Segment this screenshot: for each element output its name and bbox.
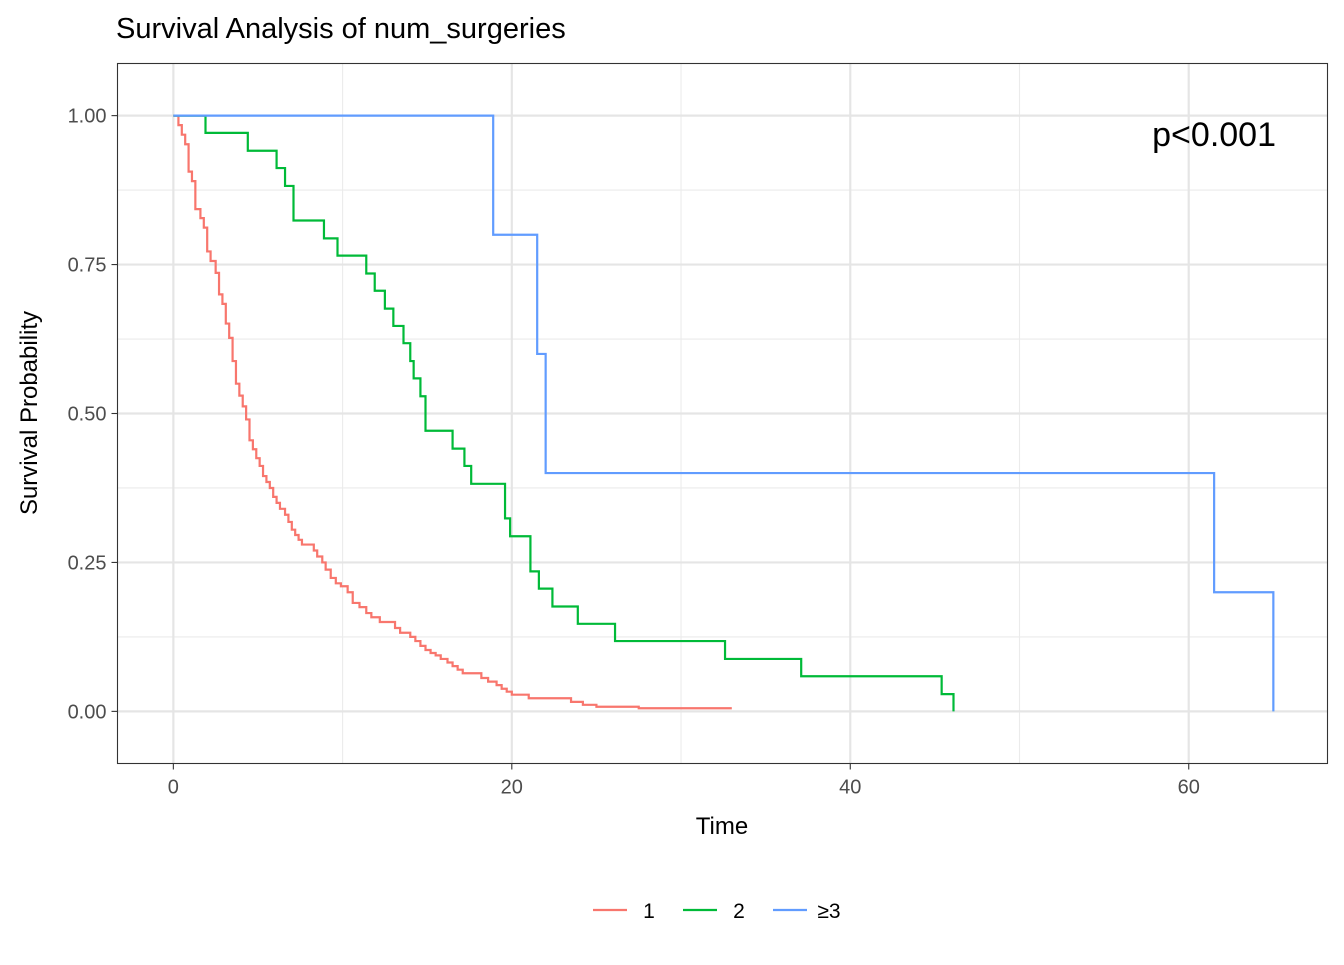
x-tick-label: 60 bbox=[1178, 777, 1200, 799]
series-line-1 bbox=[173, 114, 732, 710]
x-tick-label: 40 bbox=[839, 777, 861, 799]
y-tick-label: 0.00 bbox=[68, 701, 107, 723]
y-axis: 0.00 0.25 0.50 0.75 1.00 bbox=[68, 106, 118, 723]
p-value-annotation: p<0.001 bbox=[1152, 116, 1276, 154]
x-tick-label: 20 bbox=[501, 777, 523, 799]
series-layer bbox=[173, 114, 1275, 712]
y-tick-label: 1.00 bbox=[68, 106, 107, 128]
x-tick-label: 0 bbox=[168, 777, 179, 799]
y-tick-label: 0.25 bbox=[68, 552, 107, 574]
legend: 1 2 ≥3 bbox=[593, 900, 841, 923]
legend-label-2: 2 bbox=[733, 900, 745, 923]
series-line-2 bbox=[173, 114, 955, 712]
plot-panel: p<0.001 bbox=[116, 62, 1329, 765]
y-tick-label: 0.50 bbox=[68, 404, 107, 426]
series-line-≥3 bbox=[173, 114, 1275, 712]
y-tick-label: 0.75 bbox=[68, 255, 107, 277]
legend-label-1: 1 bbox=[643, 900, 655, 923]
x-axis-title: Time bbox=[696, 813, 748, 840]
y-axis-title: Survival Probability bbox=[16, 311, 43, 515]
x-axis: 0 20 40 60 bbox=[168, 763, 1200, 799]
legend-label-≥3: ≥3 bbox=[817, 900, 840, 923]
chart-title: Survival Analysis of num_surgeries bbox=[116, 13, 566, 45]
